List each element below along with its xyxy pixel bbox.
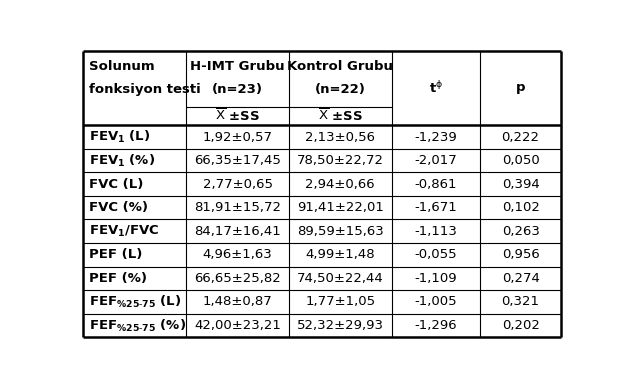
Text: Solunum: Solunum — [89, 60, 155, 73]
Text: fonksiyon testi: fonksiyon testi — [89, 83, 201, 96]
Text: H-IMT Grubu: H-IMT Grubu — [190, 60, 285, 73]
Text: FEV$_\mathbf{1}$ (%): FEV$_\mathbf{1}$ (%) — [89, 152, 155, 169]
Text: FEF$_{\mathbf{\%25\text{-}75}}$ (%): FEF$_{\mathbf{\%25\text{-}75}}$ (%) — [89, 318, 186, 334]
Text: $\overline{\mathrm{X}}$ ±SS: $\overline{\mathrm{X}}$ ±SS — [215, 108, 260, 124]
Text: 42,00±23,21: 42,00±23,21 — [194, 319, 281, 332]
Text: 1,48±0,87: 1,48±0,87 — [203, 295, 272, 308]
Text: $\overline{\mathrm{X}}$ ±SS: $\overline{\mathrm{X}}$ ±SS — [318, 108, 363, 124]
Text: p: p — [516, 81, 525, 94]
Text: -1,113: -1,113 — [415, 225, 457, 238]
Text: 0,394: 0,394 — [502, 178, 540, 190]
Text: 2,94±0,66: 2,94±0,66 — [306, 178, 375, 190]
Text: 2,77±0,65: 2,77±0,65 — [203, 178, 272, 190]
Text: 0,263: 0,263 — [502, 225, 540, 238]
Text: FVC (%): FVC (%) — [89, 201, 148, 214]
Text: 66,35±17,45: 66,35±17,45 — [194, 154, 281, 167]
Text: 1,77±1,05: 1,77±1,05 — [305, 295, 376, 308]
Text: -1,239: -1,239 — [415, 131, 457, 144]
Text: 89,59±15,63: 89,59±15,63 — [297, 225, 384, 238]
Text: 2,13±0,56: 2,13±0,56 — [305, 131, 376, 144]
Text: 74,50±22,44: 74,50±22,44 — [297, 272, 384, 285]
Text: 0,202: 0,202 — [502, 319, 540, 332]
Text: -1,109: -1,109 — [415, 272, 457, 285]
Text: -2,017: -2,017 — [415, 154, 457, 167]
Text: 84,17±16,41: 84,17±16,41 — [194, 225, 281, 238]
Text: (n=23): (n=23) — [212, 83, 263, 96]
Text: PEF (L): PEF (L) — [89, 248, 143, 262]
Text: FEF$_{\mathbf{\%25\text{-}75}}$ (L): FEF$_{\mathbf{\%25\text{-}75}}$ (L) — [89, 294, 182, 310]
Text: 0,321: 0,321 — [501, 295, 540, 308]
Text: -0,055: -0,055 — [415, 248, 457, 262]
Text: (n=22): (n=22) — [315, 83, 365, 96]
Text: FEV$_\mathbf{1}$/FVC: FEV$_\mathbf{1}$/FVC — [89, 224, 160, 239]
Text: 4,99±1,48: 4,99±1,48 — [306, 248, 375, 262]
Text: -0,861: -0,861 — [415, 178, 457, 190]
Text: -1,296: -1,296 — [415, 319, 457, 332]
Text: PEF (%): PEF (%) — [89, 272, 147, 285]
Text: 66,65±25,82: 66,65±25,82 — [194, 272, 281, 285]
Text: t$^{\mathsf{\phi}}$: t$^{\mathsf{\phi}}$ — [429, 80, 443, 96]
Text: 91,41±22,01: 91,41±22,01 — [297, 201, 384, 214]
Text: 0,222: 0,222 — [501, 131, 540, 144]
Text: 0,050: 0,050 — [502, 154, 540, 167]
Text: -1,005: -1,005 — [415, 295, 457, 308]
Text: 81,91±15,72: 81,91±15,72 — [194, 201, 281, 214]
Text: 0,102: 0,102 — [502, 201, 540, 214]
Text: 0,274: 0,274 — [502, 272, 540, 285]
Text: 78,50±22,72: 78,50±22,72 — [297, 154, 384, 167]
Text: 0,956: 0,956 — [502, 248, 540, 262]
Text: FEV$_\mathbf{1}$ (L): FEV$_\mathbf{1}$ (L) — [89, 129, 151, 145]
Text: FVC (L): FVC (L) — [89, 178, 143, 190]
Text: 4,96±1,63: 4,96±1,63 — [203, 248, 272, 262]
Text: Kontrol Grubu: Kontrol Grubu — [287, 60, 393, 73]
Text: 1,92±0,57: 1,92±0,57 — [203, 131, 272, 144]
Text: -1,671: -1,671 — [415, 201, 457, 214]
Text: 52,32±29,93: 52,32±29,93 — [297, 319, 384, 332]
